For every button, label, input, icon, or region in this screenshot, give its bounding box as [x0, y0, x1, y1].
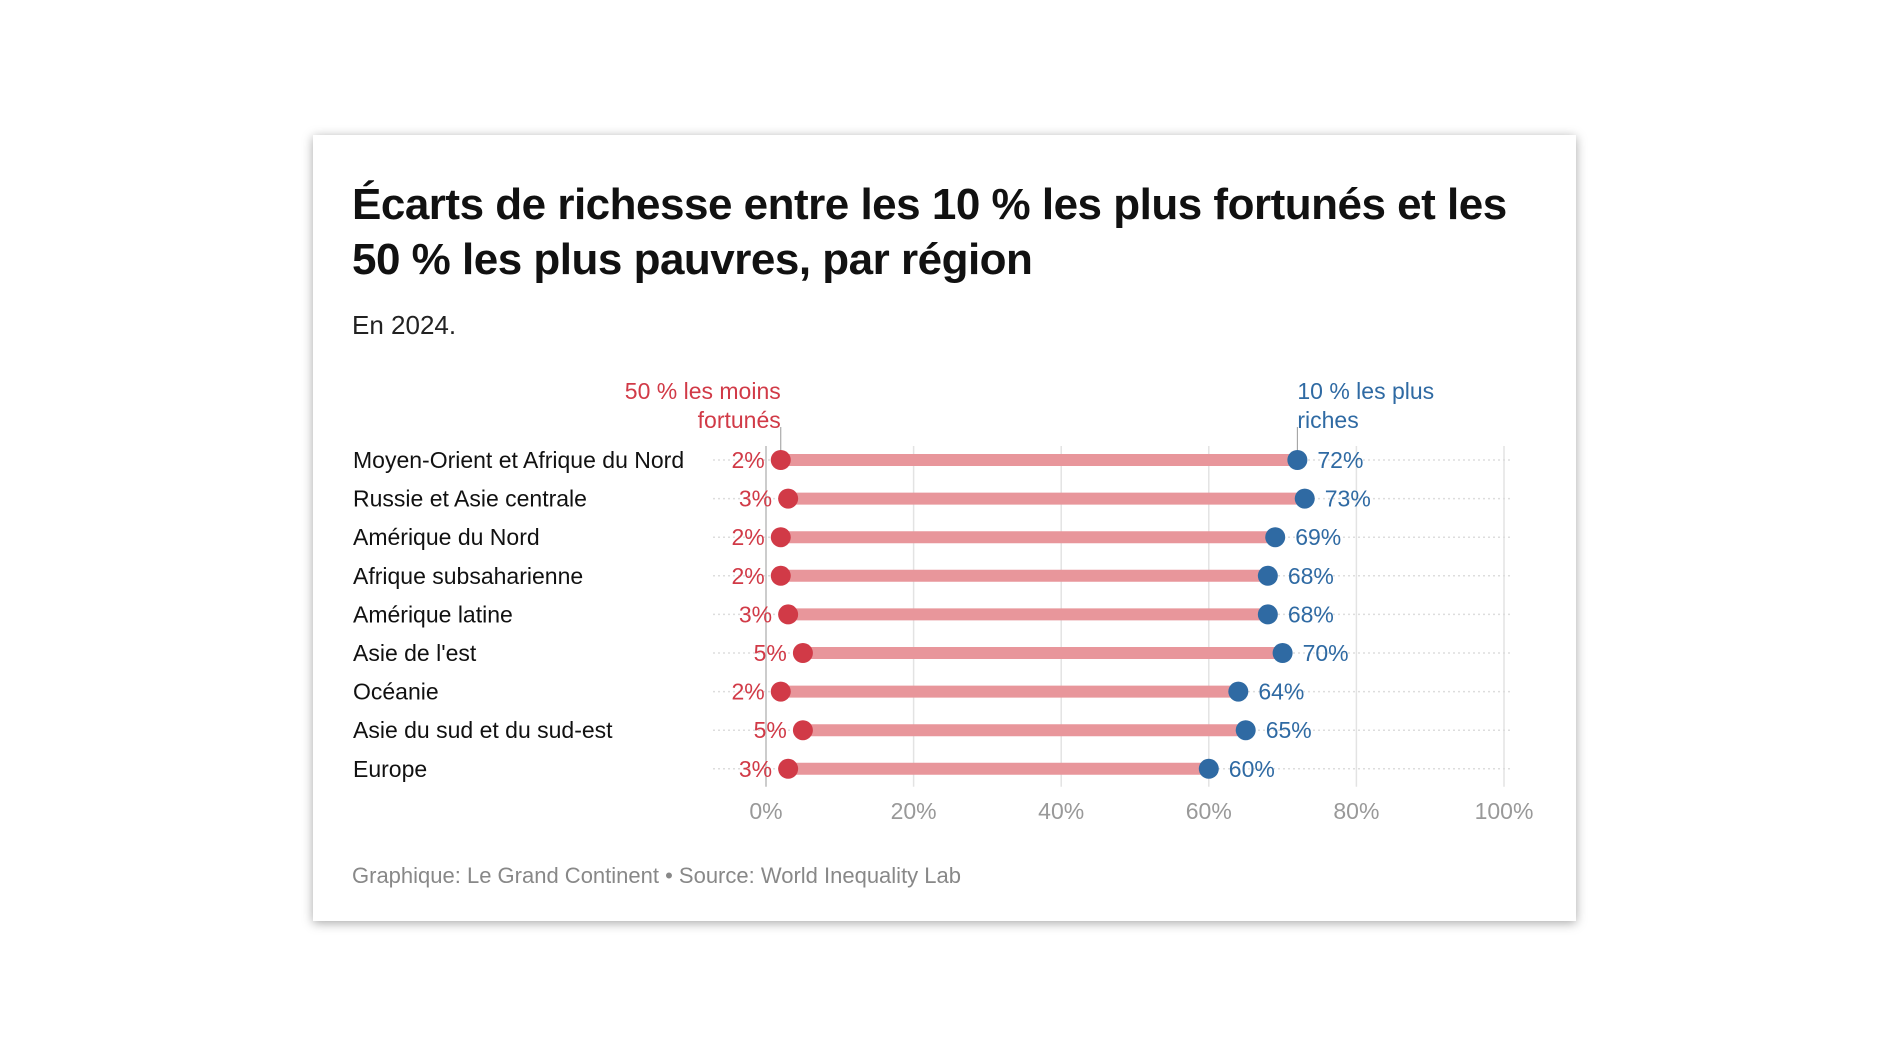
annotation-bottom50: 50 % les moins	[625, 378, 781, 404]
category-label: Europe	[353, 756, 427, 782]
top10-dot	[1257, 604, 1278, 625]
top10-dot	[1228, 681, 1249, 702]
top10-dot	[1287, 450, 1308, 470]
chart-subtitle: En 2024.	[352, 310, 457, 340]
chart-source: Graphique: Le Grand Continent • Source: …	[352, 863, 961, 888]
x-tick-label: 40%	[1038, 798, 1084, 824]
top10-value-label: 73%	[1325, 486, 1371, 512]
top10-dot	[1294, 488, 1315, 509]
top10-value-label: 70%	[1303, 640, 1349, 666]
top10-value-label: 69%	[1295, 524, 1341, 550]
category-label: Amérique latine	[353, 601, 513, 627]
bottom50-value-label: 5%	[754, 717, 787, 743]
bottom50-dot	[778, 488, 799, 509]
bottom50-value-label: 2%	[732, 679, 765, 705]
bottom50-dot	[770, 527, 791, 548]
category-label: Afrique subsaharienne	[353, 563, 583, 589]
category-label: Asie de l'est	[353, 640, 477, 666]
x-tick-label: 60%	[1186, 798, 1232, 824]
top10-dot	[1265, 527, 1286, 548]
top10-value-label: 64%	[1258, 679, 1304, 705]
bottom50-value-label: 2%	[732, 563, 765, 589]
bottom50-value-label: 5%	[754, 640, 787, 666]
bottom50-dot	[770, 681, 791, 702]
top10-dot	[1257, 565, 1278, 586]
category-label: Russie et Asie centrale	[353, 486, 587, 512]
x-tick-label: 80%	[1333, 798, 1379, 824]
top10-dot	[1198, 758, 1219, 779]
chart-card: Écarts de richesse entre les 10 % les pl…	[313, 135, 1576, 921]
dumbbell-chart: 0% 20% 40% 60% 80% 100% 50 % les moins fortunés…	[353, 378, 1534, 824]
top10-value-label: 68%	[1288, 563, 1334, 589]
bottom50-value-label: 2%	[732, 524, 765, 550]
annotation-top10: 10 % les plus	[1297, 378, 1434, 404]
bottom50-value-label: 3%	[739, 601, 772, 627]
bottom50-dot	[770, 450, 791, 470]
category-label: Amérique du Nord	[353, 524, 540, 550]
top10-dot	[1235, 720, 1256, 741]
category-label: Océanie	[353, 679, 439, 705]
bottom50-dot	[778, 758, 799, 779]
bottom50-dot	[770, 565, 791, 586]
chart-title: Écarts de richesse entre les 10 % les pl…	[352, 180, 1507, 284]
top10-value-label: 72%	[1317, 447, 1363, 473]
category-label: Moyen-Orient et Afrique du Nord	[353, 447, 684, 473]
annotation-bottom50: fortunés	[698, 407, 781, 433]
bottom50-dot	[792, 720, 813, 741]
top10-value-label: 65%	[1266, 717, 1312, 743]
bottom50-dot	[778, 604, 799, 625]
x-tick-label: 20%	[891, 798, 937, 824]
bottom50-value-label: 2%	[732, 447, 765, 473]
annotation-top10: riches	[1297, 407, 1358, 433]
top10-value-label: 68%	[1288, 601, 1334, 627]
category-label: Asie du sud et du sud-est	[353, 717, 613, 743]
top10-dot	[1272, 643, 1293, 663]
x-tick-label: 0%	[749, 798, 782, 824]
bottom50-value-label: 3%	[739, 486, 772, 512]
x-tick-label: 100%	[1475, 798, 1534, 824]
bottom50-dot	[792, 643, 813, 663]
top10-value-label: 60%	[1229, 756, 1275, 782]
bottom50-value-label: 3%	[739, 756, 772, 782]
